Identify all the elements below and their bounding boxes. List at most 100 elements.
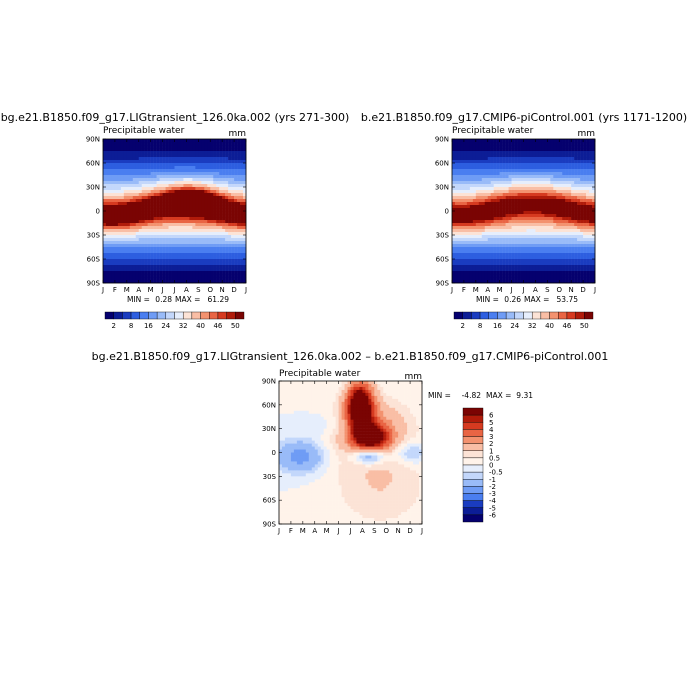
field-cell [192, 262, 196, 266]
field-cell [541, 226, 545, 230]
field-cell [216, 253, 220, 257]
field-cell [499, 172, 503, 176]
field-cell [565, 169, 569, 173]
field-cell [129, 166, 134, 170]
field-cell [466, 196, 471, 200]
field-cell [198, 139, 202, 143]
field-cell [171, 151, 175, 155]
field-cell [484, 157, 488, 161]
field-cell [103, 280, 107, 284]
field-cell [141, 160, 145, 164]
field-cell [108, 226, 113, 230]
field-cell [183, 244, 187, 248]
field-cell [111, 163, 116, 167]
field-cell [529, 241, 533, 245]
field-cell [243, 181, 247, 185]
field-cell [535, 259, 539, 263]
field-cell [556, 223, 560, 227]
field-cell [553, 256, 557, 260]
field-cell [553, 190, 557, 194]
field-cell [174, 172, 178, 176]
field-cell [237, 142, 241, 146]
field-cell [368, 386, 372, 391]
field-cell [592, 223, 596, 227]
field-cell [105, 205, 110, 209]
field-cell [538, 208, 542, 212]
field-cell [562, 190, 566, 194]
field-cell [452, 247, 456, 251]
field-cell [225, 199, 229, 203]
field-cell [577, 178, 581, 182]
field-cell [132, 193, 137, 197]
field-cell [105, 277, 110, 281]
field-cell [454, 217, 459, 221]
field-cell [586, 175, 590, 179]
field-cell [490, 160, 494, 164]
field-cell [574, 190, 578, 194]
field-cell [490, 205, 494, 209]
field-cell [457, 157, 462, 161]
field-cell [499, 247, 503, 251]
field-cell [162, 193, 166, 197]
field-cell [481, 139, 486, 143]
field-cell [481, 187, 486, 191]
field-cell [156, 211, 160, 215]
field-cell [108, 268, 113, 272]
field-cell [463, 151, 468, 155]
field-cell [162, 214, 166, 218]
field-cell [135, 202, 139, 206]
field-cell [171, 235, 175, 239]
field-cell [195, 172, 199, 176]
field-cell [126, 262, 131, 266]
field-cell [586, 202, 590, 206]
field-cell [210, 184, 214, 188]
field-cell [478, 193, 483, 197]
field-cell [228, 190, 232, 194]
field-cell [198, 238, 202, 242]
field-cell [177, 193, 181, 197]
field-cell [129, 196, 134, 200]
field-cell [553, 253, 557, 257]
field-cell [135, 211, 139, 215]
field-cell [517, 259, 521, 263]
field-cell [105, 163, 110, 167]
field-cell [574, 253, 578, 257]
field-cell [225, 145, 229, 149]
field-cell [541, 187, 545, 191]
colorbar-swatch [462, 311, 472, 320]
field-cell [228, 142, 232, 146]
field-cell [171, 181, 175, 185]
field-cell [162, 241, 166, 245]
field-cell [114, 190, 119, 194]
field-cell [174, 205, 178, 209]
field-cell [156, 217, 160, 221]
field-cell [535, 166, 539, 170]
field-cell [225, 232, 229, 236]
field-cell [580, 160, 584, 164]
field-cell [123, 238, 128, 242]
field-cell [496, 235, 500, 239]
field-cell [526, 265, 530, 269]
field-cell [138, 235, 142, 239]
field-cell [499, 229, 503, 233]
field-cell [279, 386, 283, 391]
field-cell [180, 256, 184, 260]
field-cell [186, 262, 190, 266]
field-cell [228, 268, 232, 272]
field-cell [126, 268, 131, 272]
field-cell [216, 229, 220, 233]
field-cell [517, 163, 521, 167]
field-cell [317, 389, 321, 394]
field-cell [487, 166, 491, 170]
field-cell [225, 184, 229, 188]
field-cell [532, 142, 536, 146]
field-cell [559, 277, 563, 281]
colorbar-label: 16 [493, 322, 502, 330]
field-cell [502, 244, 506, 248]
field-cell [192, 214, 196, 218]
field-cell [162, 166, 166, 170]
field-cell [222, 202, 226, 206]
field-cell [114, 256, 119, 260]
field-cell [478, 178, 483, 182]
field-cell [547, 217, 551, 221]
